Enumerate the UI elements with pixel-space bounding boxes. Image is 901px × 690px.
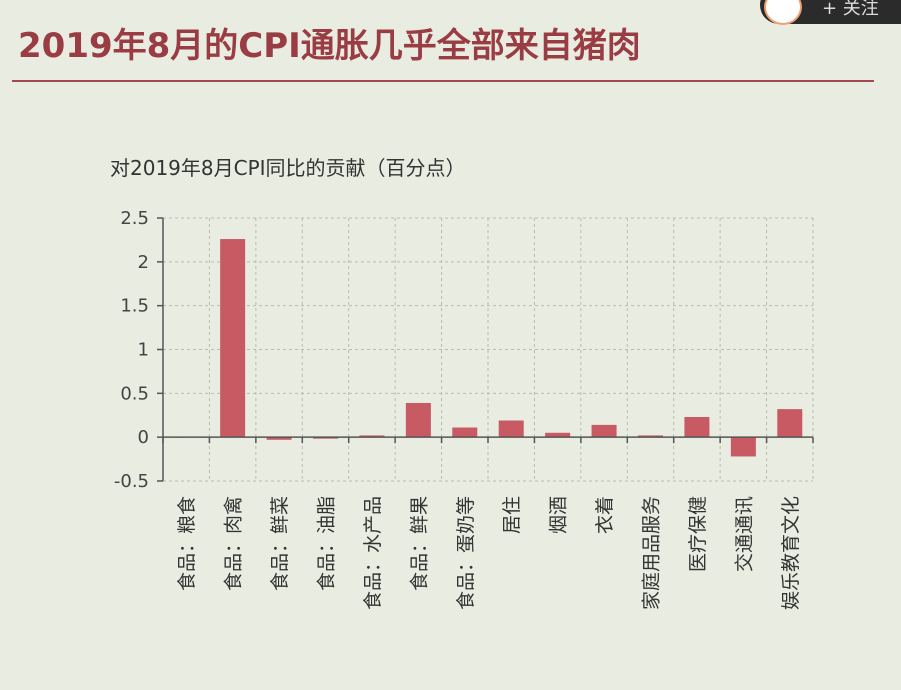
x-tick-label: 衣着 [594, 496, 616, 534]
chart-title: 对2019年8月CPI同比的贡献（百分点） [110, 156, 466, 180]
x-tick-label: 娱乐教育文化 [780, 496, 802, 610]
bar [452, 427, 478, 438]
bar [638, 435, 663, 438]
bar [405, 402, 431, 438]
x-tick-label: 居住 [501, 496, 523, 534]
x-tick-label: 食品：鲜菜 [269, 496, 291, 591]
follow-label: + 关注 [822, 0, 879, 19]
y-tick-label: 1 [138, 340, 149, 361]
y-tick-label: 2.5 [120, 208, 149, 229]
follow-button[interactable]: + 关注 [760, 0, 901, 25]
bar [777, 409, 803, 438]
x-tick-label: 交通通讯 [733, 496, 755, 572]
x-tick-label: 医疗保健 [687, 496, 709, 572]
y-tick-label: 0 [138, 427, 149, 448]
bar [498, 420, 524, 438]
y-tick-label: 2 [138, 252, 149, 273]
x-tick-label: 食品：蛋奶等 [455, 496, 477, 610]
x-tick-label: 食品：油脂 [316, 496, 338, 591]
bar [220, 239, 246, 438]
x-tick-label: 家庭用品服务 [641, 496, 663, 610]
bar [266, 437, 292, 440]
bar [591, 424, 617, 438]
bar [359, 435, 385, 438]
x-tick-label: 食品：鲜果 [408, 496, 430, 591]
title-divider [12, 80, 874, 82]
slide-title: 2019年8月的CPI通胀几乎全部来自猪肉 [18, 26, 641, 66]
y-tick-label: 0.5 [120, 383, 149, 404]
bar [730, 437, 756, 457]
y-tick-label: -0.5 [114, 471, 149, 492]
x-tick-label: 食品：水产品 [362, 496, 384, 610]
x-tick-label: 食品：粮食 [176, 496, 198, 591]
bar [545, 432, 571, 438]
x-tick-label: 食品：肉禽 [223, 496, 245, 591]
bar [684, 417, 710, 438]
x-tick-label: 烟酒 [548, 496, 570, 534]
y-tick-label: 1.5 [120, 296, 149, 317]
